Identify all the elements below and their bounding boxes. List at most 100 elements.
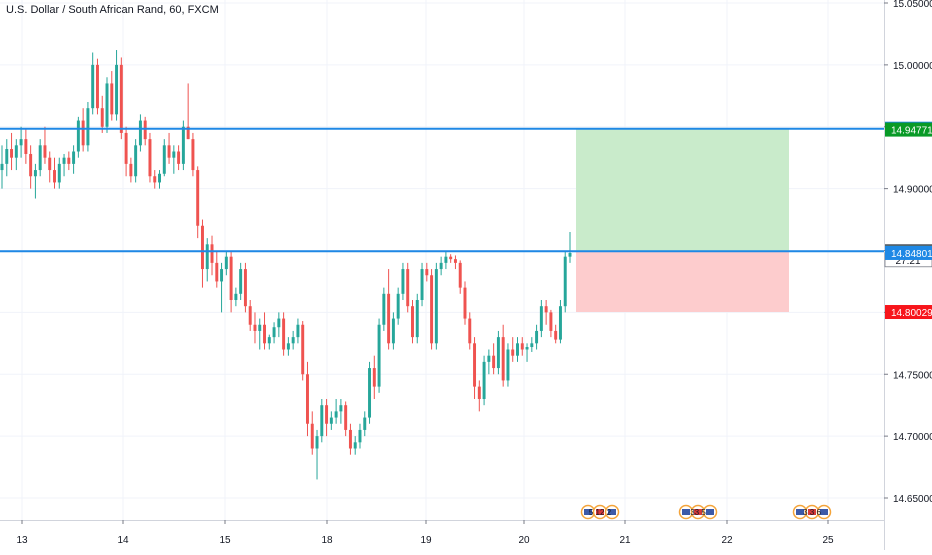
candle-body [29, 153, 33, 177]
candle [138, 114, 142, 152]
candle [243, 262, 247, 313]
candle [129, 157, 133, 183]
candle-body [535, 330, 539, 344]
candle-body [391, 318, 395, 344]
candle [19, 126, 23, 158]
x-tick-label: 20 [518, 535, 530, 546]
candle [220, 262, 224, 313]
candle [81, 108, 85, 152]
candle [544, 300, 548, 325]
candle [143, 116, 147, 146]
candle [387, 269, 391, 350]
x-tick-label: 18 [321, 535, 333, 546]
candle-body [449, 256, 453, 260]
candle [549, 309, 553, 338]
loss-zone [576, 251, 789, 313]
candle-body [372, 368, 376, 387]
candle-body [272, 327, 276, 338]
flag-stripe [820, 509, 828, 515]
candle-body [453, 259, 457, 263]
candle-body [558, 306, 562, 340]
candle-body [377, 324, 381, 387]
horizontal-lines[interactable] [0, 127, 884, 253]
candle-body [286, 343, 290, 350]
candle [420, 262, 424, 307]
candle [372, 355, 376, 399]
candle-body [14, 145, 18, 158]
candle-body [220, 269, 224, 282]
long-position-tool[interactable] [576, 128, 789, 313]
candle-body [487, 355, 491, 362]
flag-stripe [694, 509, 702, 515]
candle-body [5, 149, 9, 164]
candle-body [215, 262, 219, 282]
candle [57, 157, 61, 189]
candle-body [158, 173, 161, 183]
candle [215, 250, 219, 288]
candle [229, 250, 233, 313]
candle-body [539, 306, 543, 331]
candle-body [110, 83, 114, 115]
event-marker: 5 12 2 [580, 504, 620, 520]
candle [301, 321, 305, 381]
candle [358, 423, 362, 449]
candle [162, 139, 166, 177]
candle-body [186, 126, 190, 140]
candle [95, 58, 99, 115]
candle [72, 145, 76, 174]
price-label-bg [885, 305, 932, 320]
candle [76, 116, 80, 158]
candle-body [434, 269, 438, 344]
candle [506, 343, 510, 387]
candle-body [148, 139, 152, 177]
candle [67, 151, 71, 171]
candle [496, 330, 500, 375]
candle [391, 312, 395, 350]
candle [29, 145, 33, 189]
candle [286, 337, 290, 356]
candle [48, 151, 52, 183]
candle [282, 312, 286, 356]
candle [267, 334, 271, 350]
candle [554, 324, 558, 344]
candle-body [348, 429, 352, 449]
candle-body [411, 306, 414, 338]
candle [344, 401, 348, 437]
price-label-bg [885, 122, 932, 137]
candle-body [191, 139, 195, 171]
candle-body [10, 149, 14, 158]
economic-events: 5 12 2 33 5 3 3 6 [580, 504, 832, 520]
candle [487, 349, 491, 375]
price-label-text: 14.94771 [891, 126, 932, 137]
candle [115, 50, 119, 121]
candle-body [229, 256, 233, 300]
candle-body [167, 145, 171, 158]
candle [320, 399, 324, 443]
candle [434, 262, 438, 350]
candle [501, 324, 505, 387]
candle [33, 163, 37, 199]
candle [5, 139, 9, 177]
y-tick-label: 15.00000 [893, 61, 932, 72]
candle-body [530, 343, 534, 348]
candle-body [401, 269, 405, 294]
candle-body [124, 132, 128, 164]
candle [248, 300, 252, 331]
candle-body [134, 145, 138, 177]
candle [14, 139, 18, 171]
candle-body [554, 330, 558, 340]
candle-body [329, 417, 333, 424]
x-tick-label: 25 [822, 535, 834, 546]
price-label-bg [885, 245, 932, 260]
candle [224, 250, 228, 276]
candle-body [172, 151, 176, 158]
candle-body [24, 139, 28, 154]
x-tick-label: 21 [619, 535, 631, 546]
candle-body [525, 347, 529, 350]
candle [415, 293, 419, 344]
candle [348, 423, 352, 455]
candle-body [291, 337, 295, 344]
candle [535, 324, 539, 350]
candle [492, 343, 496, 375]
candle [468, 312, 472, 350]
